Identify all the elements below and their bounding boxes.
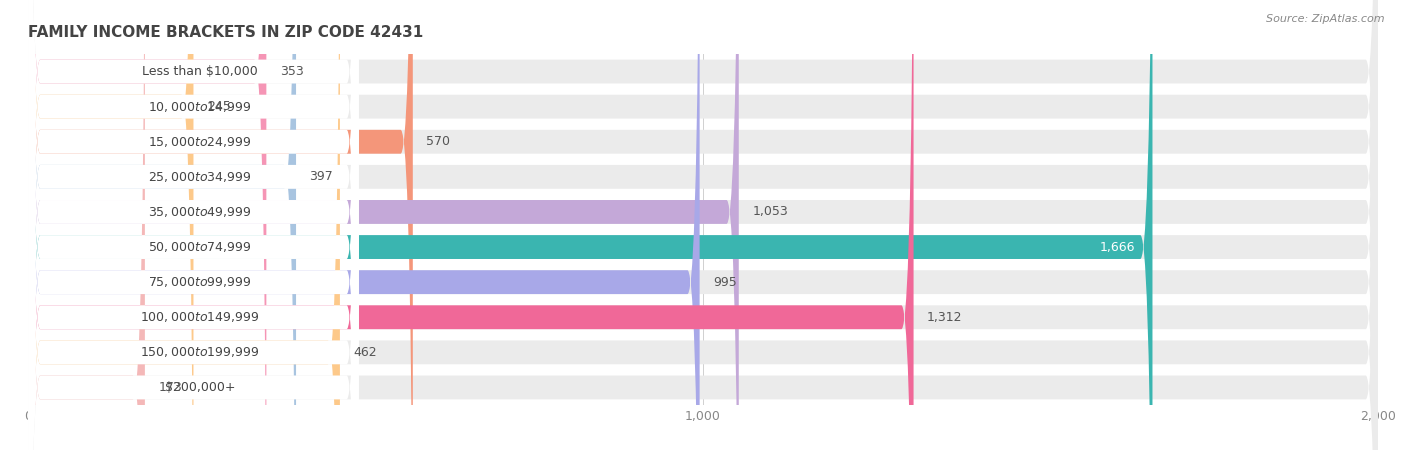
- FancyBboxPatch shape: [28, 0, 145, 450]
- FancyBboxPatch shape: [28, 0, 194, 450]
- FancyBboxPatch shape: [28, 0, 1378, 450]
- Text: $25,000 to $34,999: $25,000 to $34,999: [148, 170, 252, 184]
- FancyBboxPatch shape: [28, 0, 359, 450]
- FancyBboxPatch shape: [28, 0, 1378, 450]
- Text: 397: 397: [309, 171, 333, 183]
- FancyBboxPatch shape: [28, 0, 413, 450]
- Text: $75,000 to $99,999: $75,000 to $99,999: [148, 275, 252, 289]
- FancyBboxPatch shape: [28, 0, 359, 450]
- FancyBboxPatch shape: [28, 0, 359, 450]
- Text: 570: 570: [426, 135, 450, 148]
- FancyBboxPatch shape: [28, 0, 359, 450]
- Text: Source: ZipAtlas.com: Source: ZipAtlas.com: [1267, 14, 1385, 23]
- Text: $35,000 to $49,999: $35,000 to $49,999: [148, 205, 252, 219]
- FancyBboxPatch shape: [28, 0, 359, 450]
- FancyBboxPatch shape: [28, 0, 1378, 450]
- Text: Less than $10,000: Less than $10,000: [142, 65, 257, 78]
- FancyBboxPatch shape: [28, 0, 266, 450]
- FancyBboxPatch shape: [28, 0, 738, 450]
- FancyBboxPatch shape: [28, 0, 359, 450]
- Text: $50,000 to $74,999: $50,000 to $74,999: [148, 240, 252, 254]
- FancyBboxPatch shape: [28, 0, 1153, 450]
- Text: 462: 462: [353, 346, 377, 359]
- FancyBboxPatch shape: [28, 0, 359, 450]
- FancyBboxPatch shape: [28, 0, 1378, 450]
- FancyBboxPatch shape: [28, 0, 1378, 450]
- Text: $150,000 to $199,999: $150,000 to $199,999: [141, 345, 260, 360]
- Text: $15,000 to $24,999: $15,000 to $24,999: [148, 135, 252, 149]
- FancyBboxPatch shape: [28, 0, 1378, 450]
- FancyBboxPatch shape: [28, 0, 359, 450]
- Text: 245: 245: [207, 100, 231, 113]
- FancyBboxPatch shape: [28, 0, 1378, 450]
- FancyBboxPatch shape: [28, 0, 1378, 450]
- Text: 353: 353: [280, 65, 304, 78]
- FancyBboxPatch shape: [28, 0, 914, 450]
- FancyBboxPatch shape: [28, 0, 359, 450]
- Text: 1,312: 1,312: [927, 311, 963, 324]
- FancyBboxPatch shape: [28, 0, 700, 450]
- Text: FAMILY INCOME BRACKETS IN ZIP CODE 42431: FAMILY INCOME BRACKETS IN ZIP CODE 42431: [28, 25, 423, 40]
- FancyBboxPatch shape: [28, 0, 1378, 450]
- FancyBboxPatch shape: [28, 0, 359, 450]
- Text: 995: 995: [713, 276, 737, 288]
- FancyBboxPatch shape: [28, 0, 340, 450]
- Text: 173: 173: [159, 381, 183, 394]
- FancyBboxPatch shape: [28, 0, 297, 450]
- Text: $10,000 to $14,999: $10,000 to $14,999: [148, 99, 252, 114]
- Text: $200,000+: $200,000+: [165, 381, 235, 394]
- Text: $100,000 to $149,999: $100,000 to $149,999: [141, 310, 260, 324]
- Text: 1,666: 1,666: [1099, 241, 1136, 253]
- Text: 1,053: 1,053: [752, 206, 787, 218]
- FancyBboxPatch shape: [28, 0, 1378, 450]
